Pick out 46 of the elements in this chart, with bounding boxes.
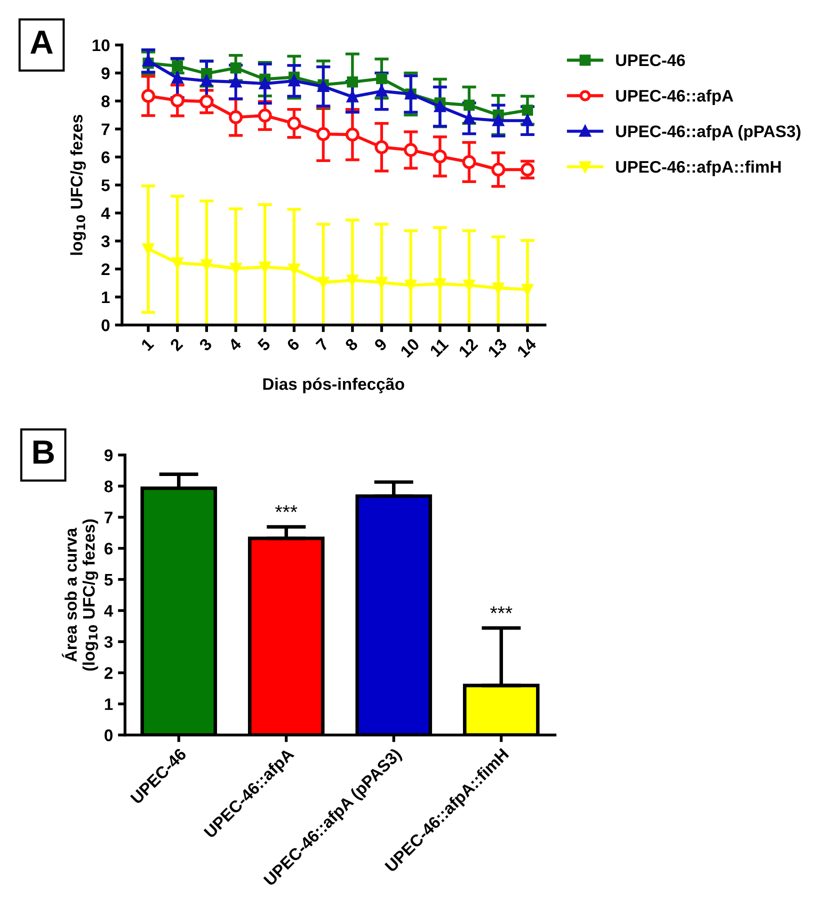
y-tick-label: 2 xyxy=(102,263,110,276)
y-tick-label: 0 xyxy=(104,729,113,742)
x-axis-title: Dias pós-infecção xyxy=(263,378,404,394)
y-tick-label: 1 xyxy=(102,292,110,304)
y-tick-label: 9 xyxy=(104,449,113,462)
legend-label: UPEC-46 xyxy=(616,54,685,66)
x-tick-label: 8 xyxy=(344,337,359,352)
x-tick-label: 9 xyxy=(374,338,388,352)
x-tick-label: 7 xyxy=(315,338,330,352)
y-tick-label: 6 xyxy=(104,542,113,555)
annotation: *** xyxy=(275,505,298,512)
x-tick-label: 10 xyxy=(400,338,420,358)
legend-label: UPEC-46::afpA::fimH xyxy=(616,160,781,176)
y-tick-label: 7 xyxy=(104,512,112,524)
x-tick-label: 3 xyxy=(198,338,213,352)
x-tick-label: 4 xyxy=(228,337,242,352)
y-tick-label: 5 xyxy=(101,180,110,192)
y-tick-label: 10 xyxy=(92,39,110,52)
text: A xyxy=(30,30,53,54)
annotation: *** xyxy=(490,606,512,614)
y-tick-label: 2 xyxy=(104,667,113,679)
y-tick-label: 1 xyxy=(104,698,113,710)
x-tick-label: 6 xyxy=(286,338,300,352)
y-tick-label: 8 xyxy=(104,480,113,492)
legend-label: UPEC-46::afpA (pPAS3) xyxy=(616,125,800,141)
y-tick-label: 7 xyxy=(102,124,110,136)
y-axis-title: Área sob a curva (log$_{10}$ UFC/g fezes) xyxy=(62,519,98,671)
x-tick-label: 2 xyxy=(169,338,184,352)
x-tick-label: 1 xyxy=(140,338,154,352)
y-tick-label: 5 xyxy=(104,574,113,586)
x-tick-label: 12 xyxy=(458,338,478,358)
x-tick-label: 11 xyxy=(429,338,449,358)
y-tick-label: 9 xyxy=(102,67,110,80)
y-tick-label: 3 xyxy=(101,235,110,248)
text: B xyxy=(33,440,54,464)
y-tick-label: 0 xyxy=(102,319,110,332)
y-tick-label: 8 xyxy=(101,95,110,108)
y-tick-label: 4 xyxy=(101,208,110,220)
legend-label: UPEC-46::afpA xyxy=(616,89,734,105)
y-axis-title: log$_{10}$ UFC/g fezes xyxy=(70,114,86,255)
x-tick-label: 13 xyxy=(487,338,508,358)
x-tick-label: 14 xyxy=(516,337,538,358)
y-tick-label: 4 xyxy=(104,605,114,617)
y-tick-label: 3 xyxy=(104,636,113,648)
x-tick-label: 5 xyxy=(256,338,272,352)
y-tick-label: 6 xyxy=(102,151,110,164)
